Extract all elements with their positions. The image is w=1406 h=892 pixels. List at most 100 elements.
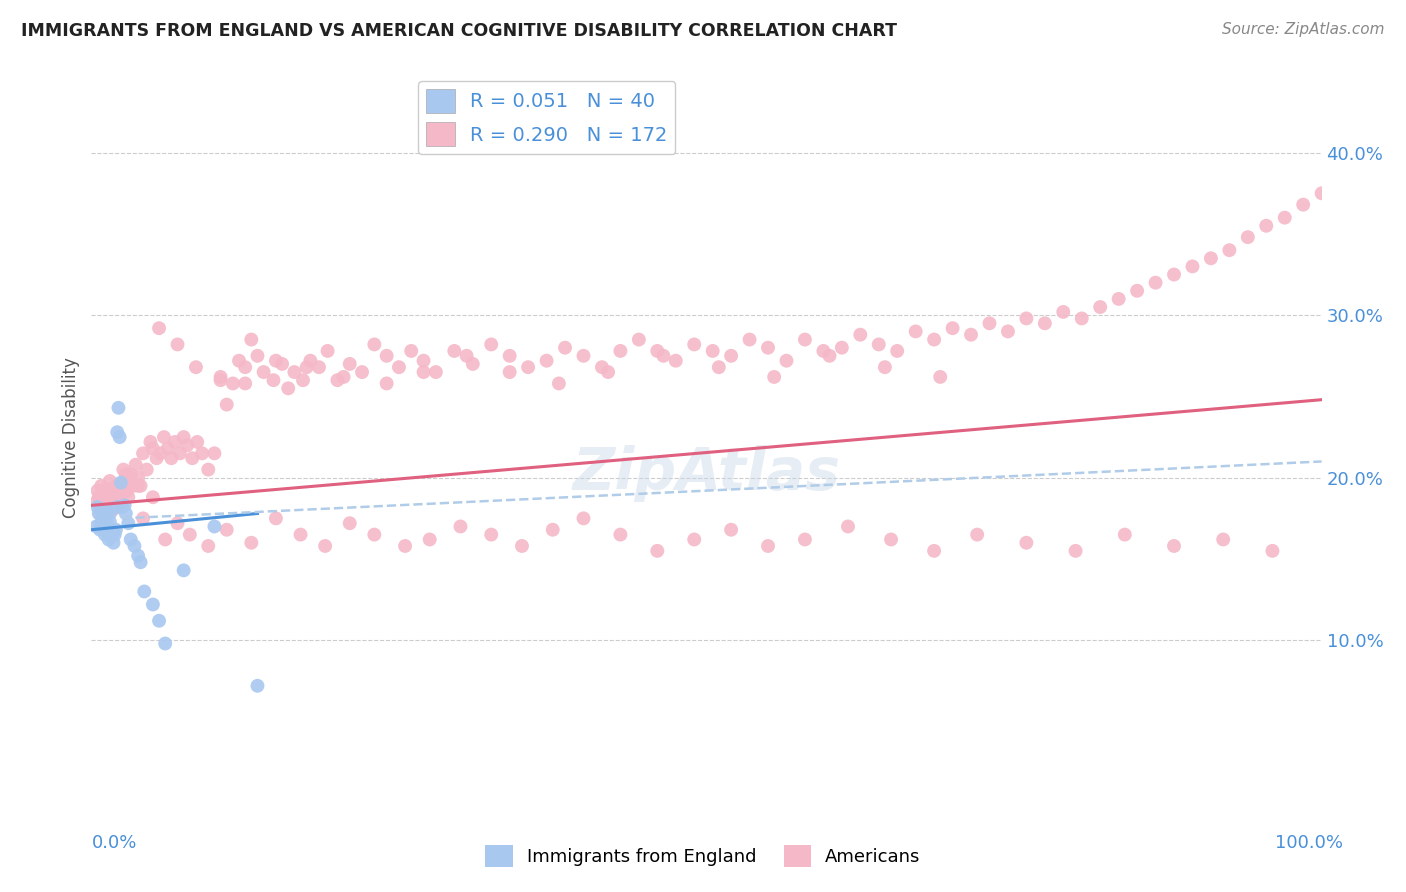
Point	[979, 316, 1001, 330]
Point	[91, 511, 114, 525]
Point	[316, 343, 339, 358]
Point	[122, 479, 145, 493]
Point	[271, 357, 294, 371]
Point	[93, 503, 115, 517]
Point	[120, 467, 142, 482]
Point	[222, 376, 245, 391]
Legend: R = 0.051   N = 40, R = 0.290   N = 172: R = 0.051 N = 40, R = 0.290 N = 172	[418, 81, 675, 153]
Point	[114, 474, 136, 488]
Point	[107, 401, 129, 415]
Point	[425, 365, 447, 379]
Point	[756, 539, 779, 553]
Point	[246, 349, 269, 363]
Point	[264, 511, 287, 525]
Point	[339, 357, 361, 371]
Point	[240, 535, 263, 549]
Point	[886, 343, 908, 358]
Point	[91, 495, 114, 509]
Point	[596, 365, 619, 379]
Point	[142, 442, 165, 456]
Point	[104, 491, 127, 506]
Point	[98, 507, 121, 521]
Point	[756, 341, 779, 355]
Text: ZipAtlas: ZipAtlas	[572, 445, 841, 502]
Point	[197, 462, 219, 476]
Point	[103, 535, 125, 549]
Point	[517, 360, 540, 375]
Point	[114, 507, 138, 521]
Point	[966, 527, 988, 541]
Point	[86, 500, 108, 514]
Point	[880, 533, 903, 547]
Point	[96, 515, 117, 529]
Point	[554, 341, 576, 355]
Point	[922, 544, 945, 558]
Point	[115, 483, 138, 498]
Point	[98, 474, 121, 488]
Point	[173, 563, 195, 577]
Point	[510, 539, 533, 553]
Point	[332, 370, 354, 384]
Point	[246, 679, 269, 693]
Point	[94, 527, 117, 541]
Text: 0.0%: 0.0%	[91, 834, 136, 852]
Point	[117, 490, 139, 504]
Point	[97, 533, 120, 547]
Point	[98, 515, 121, 529]
Point	[105, 500, 128, 514]
Point	[153, 430, 176, 444]
Point	[813, 343, 835, 358]
Point	[339, 516, 361, 531]
Text: IMMIGRANTS FROM ENGLAND VS AMERICAN COGNITIVE DISABILITY CORRELATION CHART: IMMIGRANTS FROM ENGLAND VS AMERICAN COGN…	[21, 22, 897, 40]
Point	[849, 327, 872, 342]
Point	[295, 360, 318, 375]
Point	[111, 483, 134, 498]
Point	[352, 365, 374, 379]
Point	[1064, 544, 1087, 558]
Point	[412, 353, 434, 368]
Point	[388, 360, 411, 375]
Point	[163, 434, 186, 449]
Point	[536, 353, 558, 368]
Point	[394, 539, 416, 553]
Point	[124, 539, 146, 553]
Point	[572, 511, 595, 525]
Point	[314, 539, 336, 553]
Point	[186, 434, 208, 449]
Point	[547, 376, 569, 391]
Point	[363, 527, 385, 541]
Point	[627, 333, 650, 347]
Point	[184, 360, 207, 375]
Point	[87, 507, 110, 521]
Point	[291, 373, 314, 387]
Point	[86, 495, 108, 509]
Point	[197, 539, 219, 553]
Point	[363, 337, 385, 351]
Point	[215, 523, 238, 537]
Point	[498, 365, 520, 379]
Point	[339, 48, 361, 62]
Point	[114, 467, 138, 482]
Point	[1015, 535, 1038, 549]
Point	[1256, 219, 1278, 233]
Point	[793, 533, 815, 547]
Point	[101, 503, 124, 517]
Point	[110, 475, 132, 490]
Point	[868, 337, 890, 351]
Point	[793, 333, 815, 347]
Point	[720, 349, 742, 363]
Point	[100, 527, 122, 541]
Point	[399, 343, 422, 358]
Point	[86, 519, 108, 533]
Point	[86, 483, 108, 498]
Point	[702, 343, 724, 358]
Point	[117, 516, 139, 531]
Point	[997, 325, 1019, 339]
Point	[105, 479, 127, 493]
Point	[652, 349, 675, 363]
Point	[233, 376, 256, 391]
Point	[96, 503, 118, 517]
Text: Source: ZipAtlas.com: Source: ZipAtlas.com	[1222, 22, 1385, 37]
Point	[904, 325, 927, 339]
Point	[202, 446, 225, 460]
